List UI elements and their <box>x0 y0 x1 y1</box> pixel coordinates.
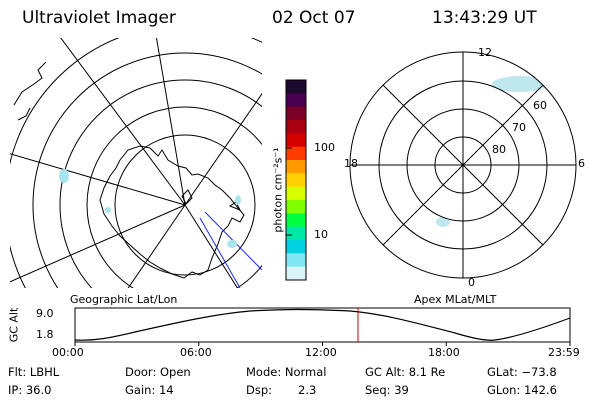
island-outline <box>181 189 242 211</box>
colorbar <box>285 79 307 281</box>
observation-date: 02 Oct 07 <box>272 8 356 28</box>
colorbar-tick-label-100: 100 <box>314 141 335 154</box>
gcalt-info: GC Alt: 8.1 Re <box>365 365 446 379</box>
dsp-value: 2.3 <box>298 383 317 397</box>
lon-line <box>127 204 186 288</box>
observation-time: 13:43:29 UT <box>432 8 537 28</box>
aurora-emission-mag <box>436 76 548 227</box>
colorbar-segment <box>286 200 306 214</box>
colorbar-segment <box>286 213 306 228</box>
lon-line <box>155 38 186 206</box>
lon-line <box>184 204 239 288</box>
colorbar-segment <box>286 133 306 148</box>
colorbar-segment <box>286 266 306 281</box>
gain-info: Gain: 14 <box>125 383 174 397</box>
mlat-label-80: 80 <box>492 143 506 156</box>
glat-info: GLat: −73.8 <box>487 365 557 379</box>
timeline-xtick-4: 23:59 <box>548 346 580 359</box>
colorbar-tick-label-10: 10 <box>314 228 328 241</box>
colorbar-segment <box>286 106 306 121</box>
timeline-ytick-top: 9.0 <box>36 307 54 320</box>
colorbar-segment <box>286 253 306 268</box>
timeline-plot <box>74 307 571 346</box>
mlt-line-diag <box>382 84 544 246</box>
mode-info: Mode: Normal <box>246 365 327 379</box>
colorbar-segment <box>286 120 306 134</box>
lon-line <box>10 153 186 206</box>
timeline-frame <box>74 307 571 343</box>
geographic-map <box>10 38 262 288</box>
glon-info: GLon: 142.6 <box>487 383 557 397</box>
mlt-label-0: 0 <box>468 276 475 289</box>
timeline-xtick-1: 06:00 <box>180 346 212 359</box>
mlat-label-60: 60 <box>533 99 547 112</box>
altitude-curve <box>74 308 571 341</box>
door-info: Door: Open <box>125 365 191 379</box>
colorbar-unit-label: photon cm⁻²s⁻¹ <box>271 147 285 233</box>
timeline-xtick-3: 18:00 <box>428 346 460 359</box>
lon-line <box>184 92 262 206</box>
dsp-label: Dsp: <box>246 383 273 397</box>
magnetic-polar-plot <box>349 51 577 279</box>
lat-circle <box>114 134 256 276</box>
timeline-xtick-2: 12:00 <box>305 346 337 359</box>
colorbar-segment <box>286 240 306 254</box>
aurora-emission-geo <box>59 169 241 248</box>
coastline-fragment <box>13 61 47 121</box>
colorbar-frame <box>285 79 307 281</box>
colorbar-segment <box>286 160 306 174</box>
lon-line <box>10 204 186 283</box>
mlt-label-6: 6 <box>578 157 585 170</box>
colorbar-segment <box>286 186 306 201</box>
lat-circle <box>86 106 262 288</box>
timeline-ytick-bottom: 1.8 <box>36 328 54 341</box>
timeline-xtick-0: 00:00 <box>52 346 84 359</box>
instrument-title: Ultraviolet Imager <box>22 8 176 28</box>
colorbar-segment <box>286 226 306 241</box>
lat-circle <box>32 52 262 288</box>
mlat-label-70: 70 <box>512 121 526 134</box>
colorbar-segment <box>286 173 306 188</box>
colorbar-segment <box>286 93 306 108</box>
filter-info: Flt: LBHL <box>8 365 60 379</box>
lon-line <box>60 38 186 206</box>
timeline-axis-label: GC Alt <box>7 307 21 343</box>
lat-circle <box>59 79 262 288</box>
seq-info: Seq: 39 <box>365 383 409 397</box>
colorbar-segment <box>286 146 306 161</box>
colorbar-segment <box>286 80 306 94</box>
mlt-label-12: 12 <box>478 46 492 59</box>
magnetic-panel-label: Apex MLat/MLT <box>414 293 497 306</box>
geographic-panel-label: Geographic Lat/Lon <box>70 293 178 306</box>
mlt-label-18: 18 <box>344 157 358 170</box>
ip-info: IP: 36.0 <box>8 383 52 397</box>
antarctica-outline <box>99 145 245 279</box>
